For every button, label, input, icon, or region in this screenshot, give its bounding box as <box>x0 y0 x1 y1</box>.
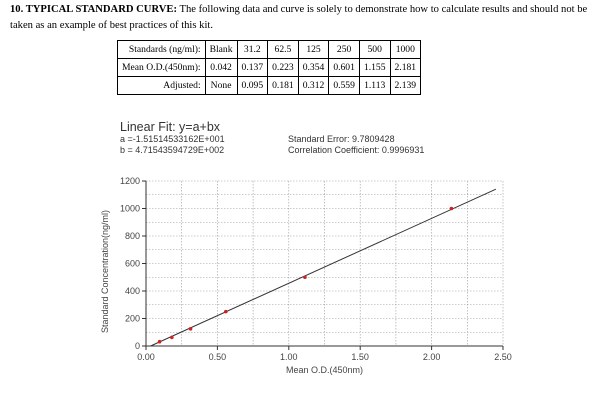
table-row-adjusted: Adjusted: None 0.095 0.181 0.312 0.559 1… <box>117 76 422 95</box>
y-axis-label: Standard Concentration(ng/ml) <box>100 210 110 333</box>
data-points <box>157 206 454 344</box>
data-point <box>157 339 162 344</box>
x-tick-label: 0.50 <box>209 352 227 362</box>
coef-b: b = 4.71543594729E+002 <box>120 145 225 155</box>
y-tick-label: 400 <box>125 286 140 296</box>
table-cell: None <box>204 76 238 95</box>
fit-title: Linear Fit: y=a+bx <box>120 120 221 134</box>
heading-title: 10. TYPICAL STANDARD CURVE: <box>10 4 177 15</box>
coef-a: a =-1.51514533162E+001 <box>120 134 225 144</box>
std-error: Standard Error: 9.7809428 <box>288 134 395 144</box>
fit-line <box>150 188 497 347</box>
data-point <box>188 327 193 331</box>
x-tick-label: 2.50 <box>494 352 512 362</box>
x-tick-label: 2.00 <box>423 352 441 362</box>
y-tick-label: 0 <box>135 341 140 351</box>
table-cell: 0.042 <box>204 58 238 77</box>
data-point <box>303 275 307 280</box>
x-tick-label: 1.50 <box>351 352 369 362</box>
data-point <box>224 309 228 314</box>
data-point <box>449 206 454 211</box>
row-label: Adjusted: <box>117 76 206 95</box>
fit-stats: Standard Error: 9.7809428 Correlation Co… <box>288 134 424 156</box>
y-tick-label: 800 <box>125 231 140 241</box>
table-row-mean-od: Mean O.D.(450nm): 0.042 0.137 0.223 0.35… <box>117 58 422 77</box>
x-axis-label: Mean O.D.(450nm) <box>286 365 363 375</box>
y-tick-label: 1200 <box>120 176 140 186</box>
table-cell: 2.139 <box>389 76 422 95</box>
y-tick-label: 600 <box>125 259 140 269</box>
y-ticks: 0 200 400 600 800 1000 1200 <box>120 176 146 351</box>
corr-coef: Correlation Coefficient: 0.9996931 <box>288 145 425 155</box>
fit-info: Linear Fit: y=a+bx a =-1.51514533162E+00… <box>120 120 225 156</box>
x-tick-label: 1.00 <box>280 352 298 362</box>
x-tick-label: 0.00 <box>137 352 155 362</box>
section-heading: 10. TYPICAL STANDARD CURVE: The followin… <box>10 2 595 34</box>
standards-table: Standards (ng/ml): Blank 31.2 62.5 125 2… <box>117 40 422 95</box>
data-point <box>170 335 174 340</box>
y-tick-label: 200 <box>125 314 140 324</box>
table-cell: 0.559 <box>328 76 360 95</box>
y-tick-label: 1000 <box>120 204 140 214</box>
grid-lines <box>146 180 504 346</box>
heading-text: The following data and curve is solely t… <box>10 4 588 31</box>
x-ticks: 0.00 0.50 1.00 1.50 2.00 2.50 <box>137 346 512 362</box>
